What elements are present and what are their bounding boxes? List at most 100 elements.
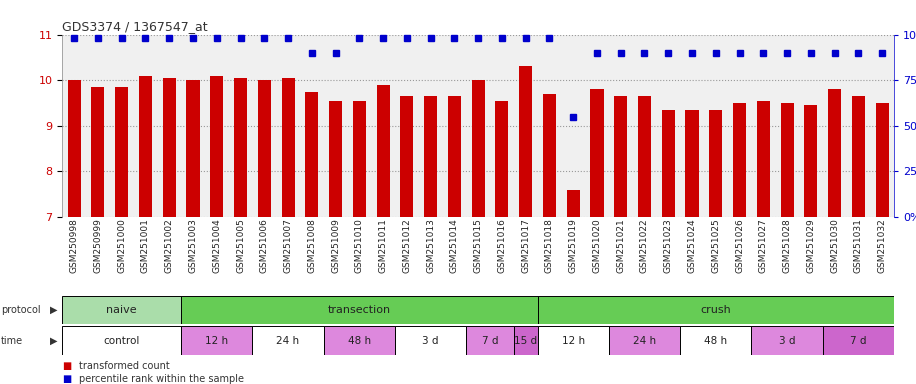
Text: GSM251014: GSM251014 [450,218,459,273]
Bar [685,110,699,217]
Bar [281,78,295,217]
Bar [253,326,323,355]
Bar [757,101,769,217]
Text: naive: naive [106,305,137,315]
Text: crush: crush [701,305,731,315]
Bar [804,105,817,217]
Text: ■: ■ [62,374,71,384]
Text: GSM251024: GSM251024 [688,218,696,273]
Bar [353,101,365,217]
Text: time: time [1,336,23,346]
Text: GSM251016: GSM251016 [497,218,507,273]
Text: GSM251011: GSM251011 [378,218,387,273]
Text: GSM251002: GSM251002 [165,218,174,273]
Text: GSM251017: GSM251017 [521,218,530,273]
Text: 24 h: 24 h [277,336,300,346]
Text: 24 h: 24 h [633,336,656,346]
Bar [323,326,395,355]
Text: GSM251005: GSM251005 [236,218,245,273]
Text: GSM251026: GSM251026 [735,218,744,273]
Bar [876,103,889,217]
Bar [210,76,224,217]
Bar [751,326,823,355]
Bar [400,96,413,217]
Bar [709,110,723,217]
Bar [538,296,894,324]
Text: GSM250998: GSM250998 [70,218,79,273]
Bar [567,190,580,217]
Bar [591,89,604,217]
Text: percentile rank within the sample: percentile rank within the sample [79,374,244,384]
Text: GSM251003: GSM251003 [189,218,198,273]
Text: ▶: ▶ [50,336,58,346]
Bar [305,91,319,217]
Bar [514,326,538,355]
Text: GSM251013: GSM251013 [426,218,435,273]
Bar [519,66,532,217]
Text: GSM251012: GSM251012 [402,218,411,273]
Text: GSM251021: GSM251021 [616,218,626,273]
Bar [852,96,865,217]
Text: GSM251001: GSM251001 [141,218,150,273]
Bar [62,326,181,355]
Bar [257,80,271,217]
Bar [466,326,514,355]
Bar [395,326,466,355]
Text: 12 h: 12 h [562,336,584,346]
Text: 7 d: 7 d [850,336,867,346]
Text: GSM251028: GSM251028 [782,218,791,273]
Bar [329,101,342,217]
Bar [638,96,651,217]
Bar [448,96,461,217]
Text: GSM250999: GSM250999 [93,218,103,273]
Bar [538,326,609,355]
Text: 48 h: 48 h [348,336,371,346]
Bar [733,103,747,217]
Text: protocol: protocol [1,305,40,315]
Text: ▶: ▶ [50,305,58,315]
Text: GSM251031: GSM251031 [854,218,863,273]
Text: GDS3374 / 1367547_at: GDS3374 / 1367547_at [62,20,208,33]
Text: GSM251022: GSM251022 [640,218,649,273]
Bar [92,87,104,217]
Text: GSM251018: GSM251018 [545,218,554,273]
Bar [472,80,485,217]
Text: 7 d: 7 d [482,336,498,346]
Text: 3 d: 3 d [779,336,795,346]
Text: GSM251020: GSM251020 [593,218,602,273]
Text: GSM251023: GSM251023 [664,218,672,273]
Bar [424,96,437,217]
Bar [780,103,793,217]
Text: transformed count: transformed count [79,361,169,371]
Text: GSM251006: GSM251006 [260,218,268,273]
Bar [661,110,675,217]
Bar [163,78,176,217]
Bar [823,326,894,355]
Bar [115,87,128,217]
Text: transection: transection [328,305,391,315]
Bar [68,80,81,217]
Text: 12 h: 12 h [205,336,228,346]
Text: GSM251027: GSM251027 [758,218,768,273]
Bar [181,296,538,324]
Text: GSM251009: GSM251009 [331,218,340,273]
Text: GSM251015: GSM251015 [474,218,483,273]
Bar [609,326,681,355]
Text: GSM251025: GSM251025 [712,218,720,273]
Text: GSM251032: GSM251032 [878,218,887,273]
Bar [139,76,152,217]
Text: GSM251029: GSM251029 [806,218,815,273]
Text: GSM251030: GSM251030 [830,218,839,273]
Bar [681,326,751,355]
Bar [496,101,508,217]
Text: 48 h: 48 h [704,336,727,346]
Bar [62,296,181,324]
Bar [376,85,389,217]
Bar [187,80,200,217]
Bar [543,94,556,217]
Bar [181,326,253,355]
Bar [828,89,841,217]
Bar [234,78,247,217]
Text: control: control [104,336,140,346]
Text: GSM251019: GSM251019 [569,218,578,273]
